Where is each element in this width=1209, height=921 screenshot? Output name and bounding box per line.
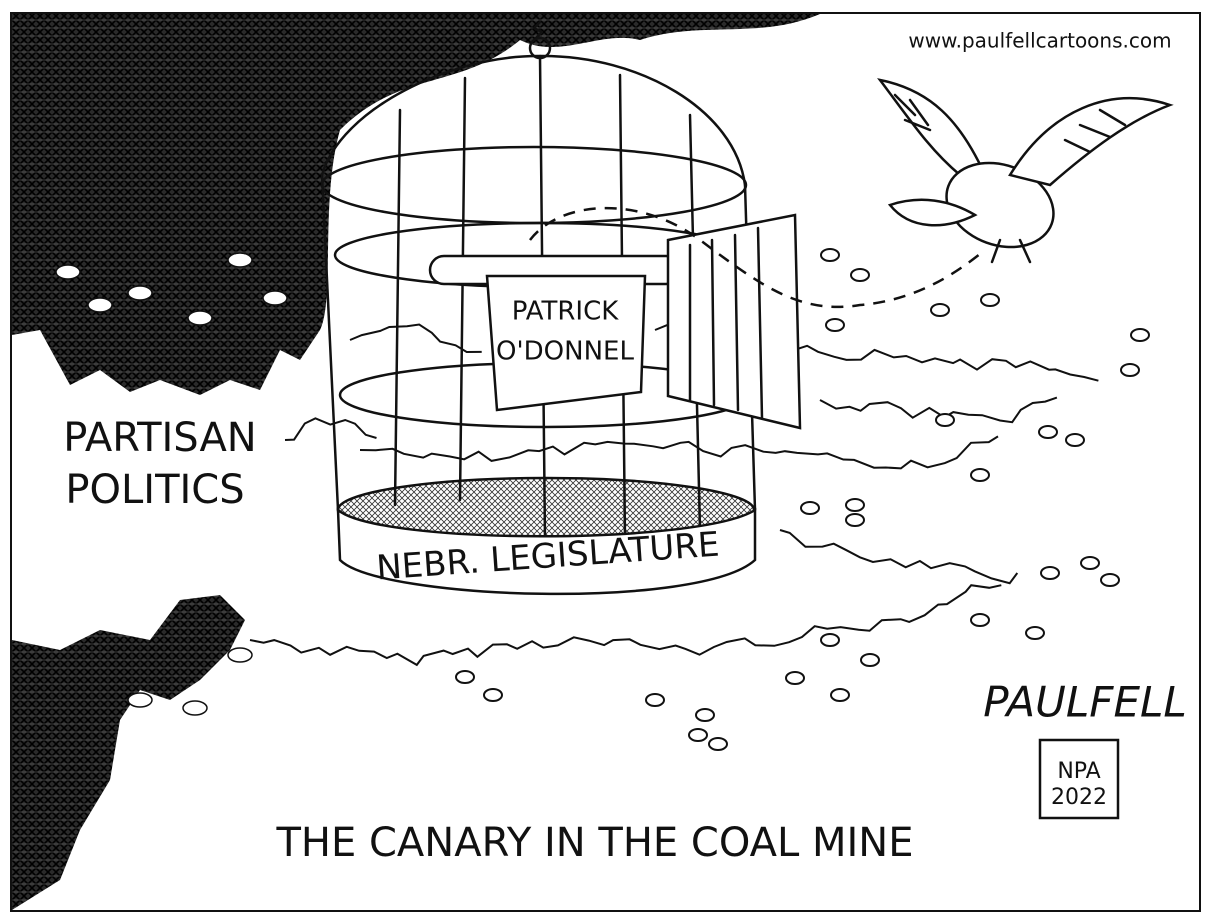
bubble [128, 693, 152, 707]
bubble [188, 311, 212, 325]
bubble [128, 286, 152, 300]
bubble [846, 514, 864, 526]
bubble [1121, 364, 1139, 376]
bubble [826, 319, 844, 331]
cartoon: NEBR. LEGISLATURE PATRICK O'DONNEL www.p… [0, 0, 1209, 921]
bubble [861, 654, 879, 666]
bubble [786, 672, 804, 684]
bubble [931, 304, 949, 316]
sign-text: O'DONNEL [496, 337, 634, 367]
bubble [971, 469, 989, 481]
sign-text: PATRICK [512, 297, 620, 327]
bubble [696, 709, 714, 721]
bubble [228, 648, 252, 662]
bubble [821, 634, 839, 646]
bubble [1081, 557, 1099, 569]
bubble [228, 253, 252, 267]
stamp-text: 2022 [1051, 785, 1107, 810]
page: NEBR. LEGISLATURE PATRICK O'DONNEL www.p… [0, 0, 1209, 921]
bubble [936, 414, 954, 426]
bubble [263, 291, 287, 305]
caption: THE CANARY IN THE COAL MINE [276, 820, 914, 866]
bubble [1041, 567, 1059, 579]
bubble [831, 689, 849, 701]
bubble [971, 614, 989, 626]
bubble [183, 701, 207, 715]
label-text: PARTISAN [63, 415, 256, 461]
stamp-text: NPA [1057, 759, 1100, 784]
bubble [801, 502, 819, 514]
signature: PAULFELL [983, 678, 1187, 727]
bubble [1066, 434, 1084, 446]
bubble [1131, 329, 1149, 341]
bubble [1026, 627, 1044, 639]
bubble [846, 499, 864, 511]
bubble [484, 689, 502, 701]
website: www.paulfellcartoons.com [908, 29, 1171, 53]
bubble [981, 294, 999, 306]
bubble [851, 269, 869, 281]
bubble [709, 738, 727, 750]
bubble [456, 671, 474, 683]
bubble [821, 249, 839, 261]
bubble [56, 265, 80, 279]
label-text: POLITICS [65, 467, 244, 513]
bubble [1101, 574, 1119, 586]
bubble [689, 729, 707, 741]
bubble [88, 298, 112, 312]
bubble [1039, 426, 1057, 438]
bubble [646, 694, 664, 706]
